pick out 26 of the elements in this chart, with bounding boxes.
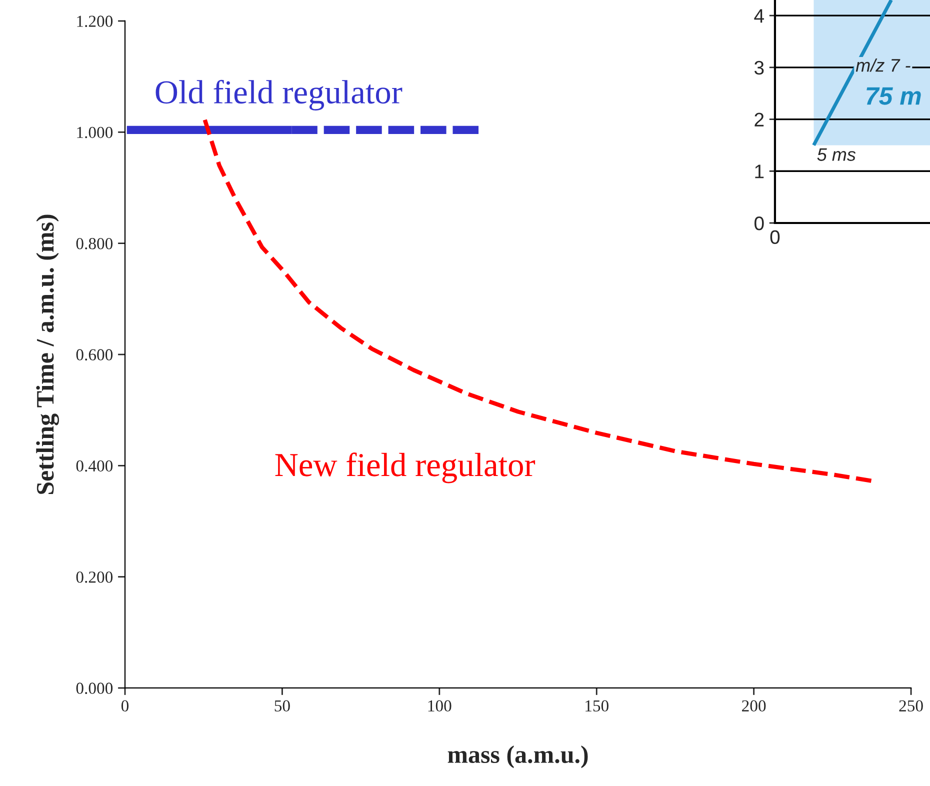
y-tick-label: 0.600 bbox=[76, 349, 113, 361]
y-tick-label: 3 bbox=[754, 60, 764, 75]
x-axis-title: mass (a.m.u.) bbox=[448, 745, 588, 768]
y-axis-title: Settling Time / a.m.u. (ms) bbox=[36, 214, 60, 494]
y-tick-label: 1.000 bbox=[77, 126, 113, 138]
x-tick-label: 0 bbox=[121, 700, 129, 712]
y-tick-label: 0.800 bbox=[76, 238, 113, 250]
y-tick-label: 4 bbox=[754, 9, 764, 23]
y-tick-label: 0.400 bbox=[76, 460, 113, 472]
y-tick-label: 2 bbox=[754, 112, 764, 126]
annotation: 0 bbox=[770, 230, 780, 244]
x-tick-label: 200 bbox=[742, 700, 766, 712]
x-tick-label: 150 bbox=[586, 700, 608, 712]
x-tick-label: 250 bbox=[899, 700, 923, 712]
annotation: 5 ms bbox=[817, 148, 856, 161]
y-tick-label: 1 bbox=[755, 164, 764, 178]
y-tick-label: 1.200 bbox=[77, 16, 113, 28]
annotation: 75 m bbox=[866, 87, 921, 105]
x-tick-label: 100 bbox=[428, 700, 452, 712]
annotation: m/z 7 - bbox=[856, 58, 910, 72]
x-tick-label: 50 bbox=[274, 700, 290, 712]
series-label: Old field regulator bbox=[156, 80, 402, 110]
series-label: New field regulator bbox=[275, 452, 536, 484]
y-tick-label: 0.000 bbox=[76, 682, 113, 694]
y-tick-label: 0.200 bbox=[76, 572, 113, 583]
y-tick-label: 0 bbox=[754, 216, 764, 230]
